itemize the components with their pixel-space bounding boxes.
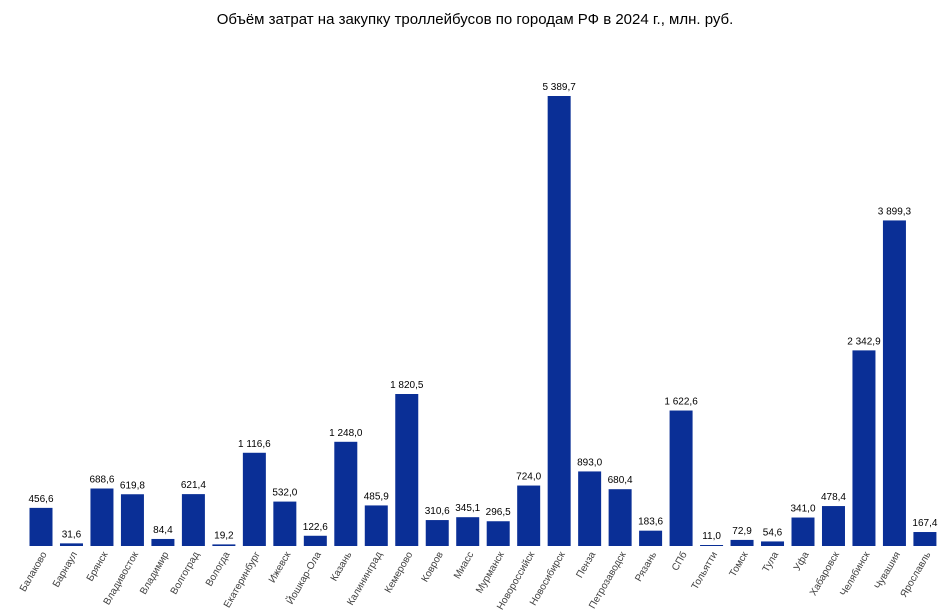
bar-22 xyxy=(700,545,724,546)
bar-6 xyxy=(212,544,236,546)
data-label-27: 2 342,9 xyxy=(847,336,881,347)
x-tick-label-15: Мурманск xyxy=(474,549,507,595)
x-tick-label-25: Уфа xyxy=(791,549,812,573)
bar-26 xyxy=(821,506,845,546)
bar-0 xyxy=(29,507,53,546)
x-tick-label-27: Челябинск xyxy=(837,549,872,598)
data-label-3: 619,8 xyxy=(120,480,145,491)
data-label-26: 478,4 xyxy=(821,492,846,503)
data-label-6: 19,2 xyxy=(214,530,234,541)
x-tick-label-6: Вологда xyxy=(204,550,233,589)
chart-title: Объём затрат на закупку троллейбусов по … xyxy=(217,11,734,28)
data-label-16: 724,0 xyxy=(516,472,541,483)
data-label-17: 5 389,7 xyxy=(542,82,576,93)
bar-3 xyxy=(120,494,144,546)
bar-9 xyxy=(303,535,327,546)
x-tick-label-0: Балаково xyxy=(18,550,50,594)
bar-14 xyxy=(456,517,480,546)
data-label-23: 72,9 xyxy=(732,526,752,537)
bar-27 xyxy=(852,350,876,546)
x-tick-label-20: Рязань xyxy=(633,550,659,584)
data-label-10: 1 248,0 xyxy=(329,428,363,439)
bar-21 xyxy=(669,410,693,546)
bar-8 xyxy=(273,501,297,546)
data-label-0: 456,6 xyxy=(28,494,53,505)
bar-20 xyxy=(639,530,663,546)
bar-2 xyxy=(90,488,114,546)
data-label-7: 1 116,6 xyxy=(238,439,271,450)
x-tick-label-2: Брянск xyxy=(85,549,111,583)
bar-11 xyxy=(364,505,388,546)
data-label-1: 31,6 xyxy=(62,529,82,540)
x-tick-label-28: Чувашия xyxy=(873,550,903,591)
data-label-24: 54,6 xyxy=(763,527,783,538)
data-label-12: 1 820,5 xyxy=(390,380,424,391)
bar-1 xyxy=(59,543,83,546)
x-tick-label-21: СПб xyxy=(669,549,690,573)
x-tick-label-18: Пенза xyxy=(575,550,599,580)
data-label-13: 310,6 xyxy=(425,506,450,517)
x-tick-label-23: Томск xyxy=(728,549,751,579)
data-label-29: 167,4 xyxy=(912,518,937,529)
bar-13 xyxy=(425,520,449,546)
data-label-8: 532,0 xyxy=(272,488,297,499)
bar-18 xyxy=(578,471,602,546)
bar-25 xyxy=(791,517,815,546)
data-label-14: 345,1 xyxy=(455,503,480,514)
x-tick-label-10: Казань xyxy=(329,550,355,583)
bar-23 xyxy=(730,539,754,546)
x-tick-label-5: Волгоград xyxy=(169,550,202,597)
bar-17 xyxy=(547,96,571,546)
bar-16 xyxy=(517,485,541,546)
bar-15 xyxy=(486,521,510,546)
x-tick-label-13: Ковров xyxy=(420,550,446,584)
x-tick-label-29: Ярославль xyxy=(899,550,934,600)
x-tick-label-26: Хабаровск xyxy=(807,549,842,598)
data-label-9: 122,6 xyxy=(303,522,328,533)
x-tick-label-22: Тольятти xyxy=(690,550,720,592)
data-label-21: 1 622,6 xyxy=(664,397,698,408)
x-tick-label-24: Тула xyxy=(761,550,782,575)
data-label-18: 893,0 xyxy=(577,457,602,468)
data-label-5: 621,4 xyxy=(181,480,206,491)
data-label-15: 296,5 xyxy=(486,507,511,518)
bar-29 xyxy=(913,532,937,546)
x-tick-label-12: Кемерово xyxy=(383,550,416,595)
x-tick-label-14: Миасс xyxy=(452,550,476,581)
bar-19 xyxy=(608,489,632,546)
x-tick-label-4: Владимир xyxy=(138,550,172,597)
x-tick-label-8: Ижевск xyxy=(267,549,294,584)
data-label-20: 183,6 xyxy=(638,517,663,528)
bar-12 xyxy=(395,394,419,546)
bar-28 xyxy=(882,220,906,546)
bar-24 xyxy=(761,541,785,546)
data-label-25: 341,0 xyxy=(790,504,815,515)
data-label-4: 84,4 xyxy=(153,525,173,536)
bar-10 xyxy=(334,441,358,546)
data-label-28: 3 899,3 xyxy=(878,206,912,217)
data-label-19: 680,4 xyxy=(608,475,633,486)
bar-5 xyxy=(181,494,205,546)
bar-7 xyxy=(242,452,266,546)
data-label-2: 688,6 xyxy=(89,475,114,486)
x-tick-label-1: Барнаул xyxy=(51,550,80,590)
bar-4 xyxy=(151,538,175,546)
data-label-22: 11,0 xyxy=(702,531,721,542)
data-label-11: 485,9 xyxy=(364,491,389,502)
